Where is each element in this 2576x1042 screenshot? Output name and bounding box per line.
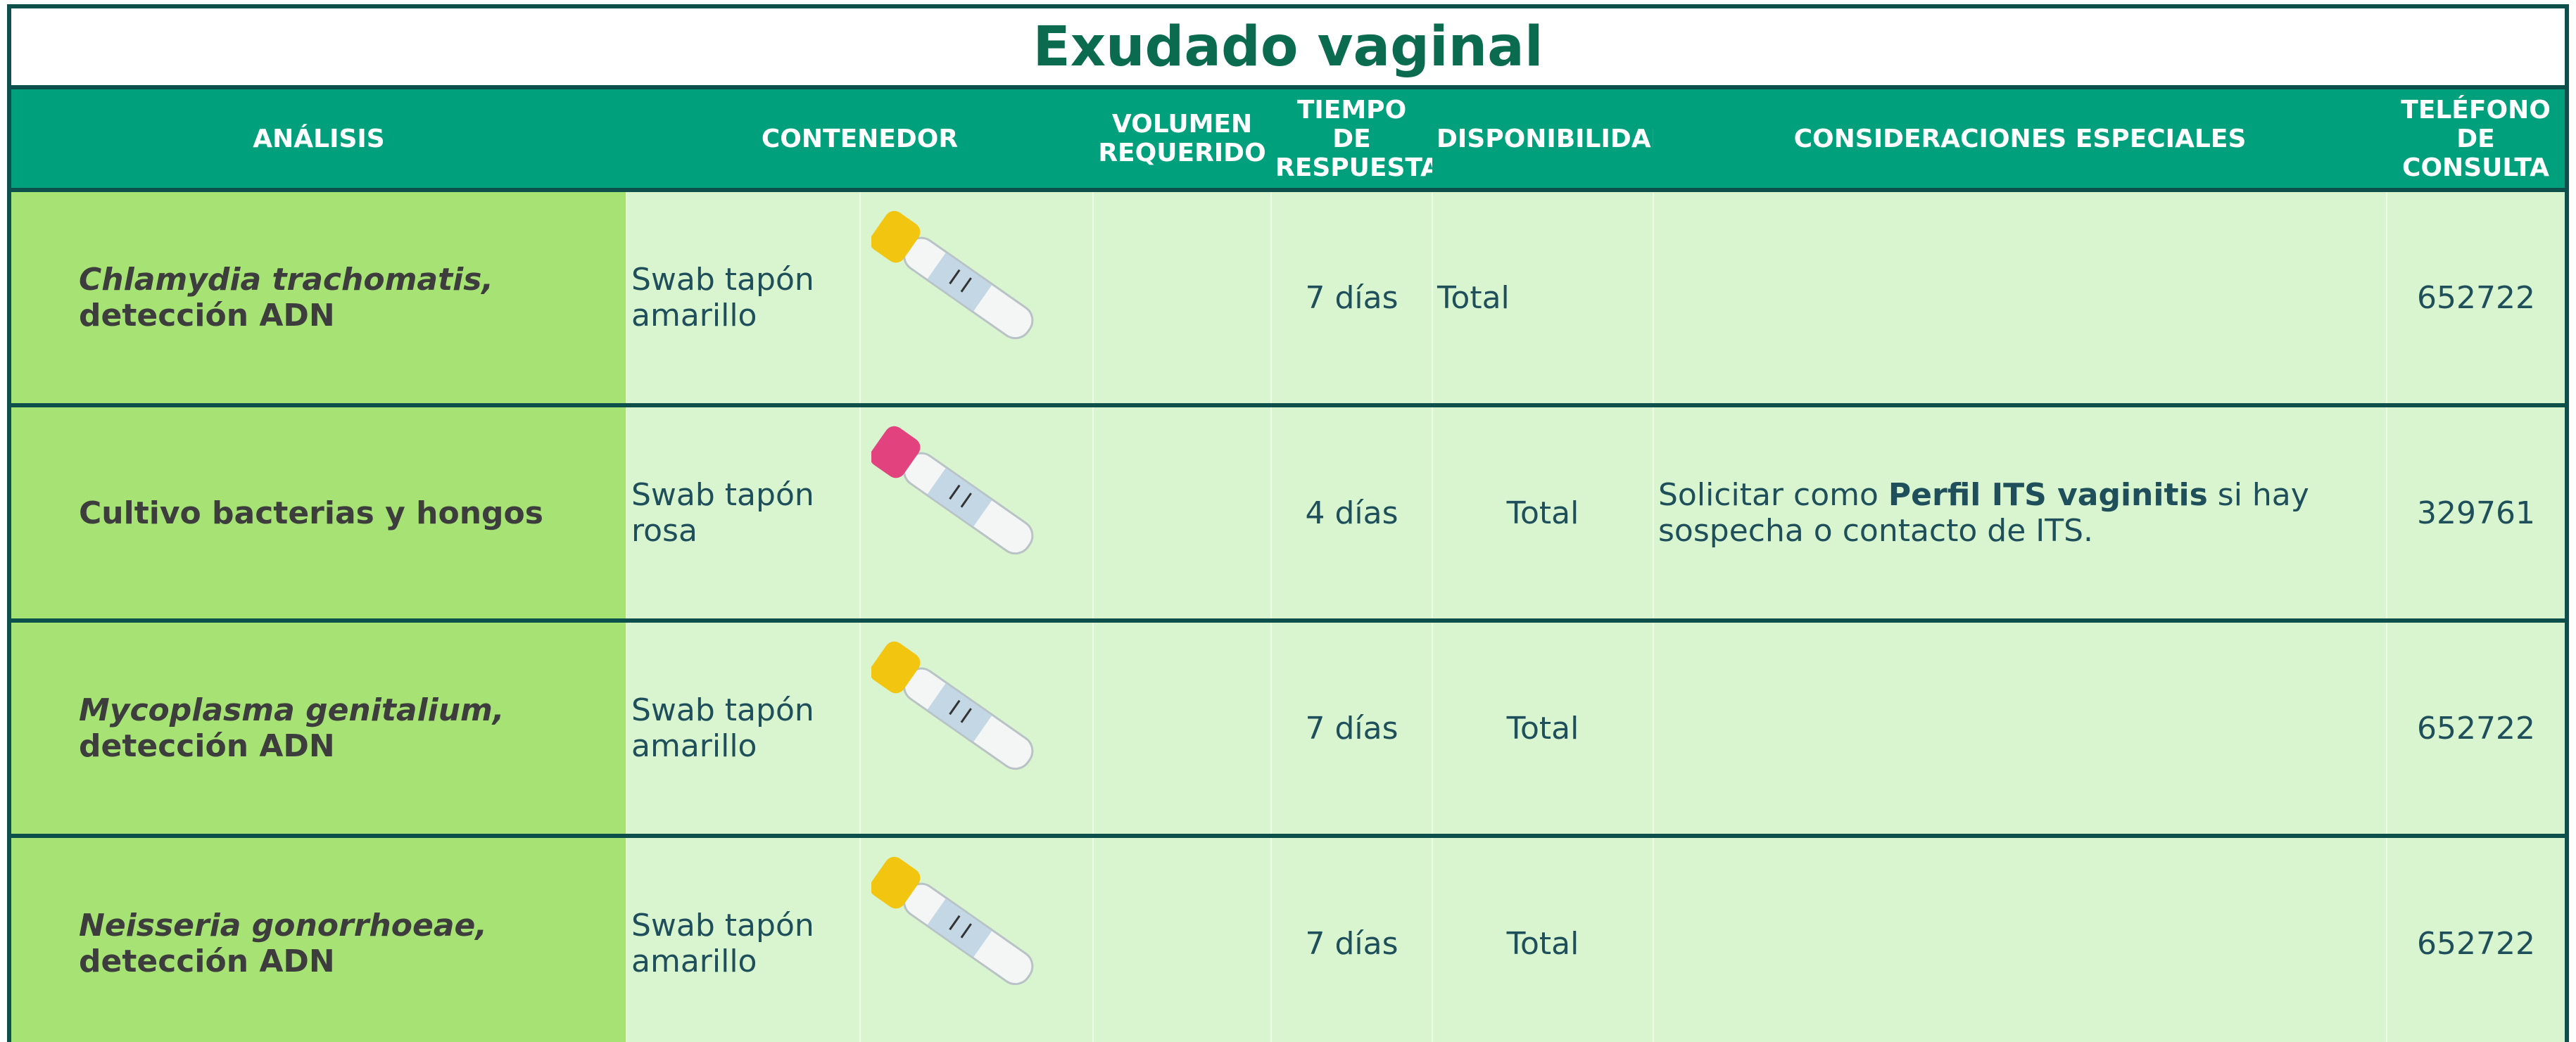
availability-cell: Total bbox=[1432, 190, 1653, 407]
table-frame: Exudado vaginal ANÁLISIS CONTENEDOR VOLU… bbox=[7, 4, 2569, 1042]
analysis-cell: Chlamydia trachomatis, detección ADN bbox=[11, 190, 626, 407]
availability-cell: Total bbox=[1432, 405, 1653, 623]
volume-cell bbox=[1092, 190, 1271, 407]
container-cell: Swab tapón amarillo bbox=[626, 836, 860, 1042]
container-image bbox=[859, 405, 1093, 623]
column-header: ANÁLISIS bbox=[11, 87, 626, 192]
table: Exudado vaginal ANÁLISIS CONTENEDOR VOLU… bbox=[11, 8, 2565, 1042]
column-header: VOLUMEN REQUERIDO bbox=[1093, 87, 1271, 192]
species: Mycoplasma genitalium, bbox=[79, 692, 505, 728]
column-header: CONTENEDOR bbox=[626, 87, 1093, 192]
column-header: CONSIDERACIONES ESPECIALES bbox=[1653, 87, 2387, 192]
phone-cell: 652722 bbox=[2386, 836, 2565, 1042]
container-image bbox=[859, 836, 1093, 1042]
phone-cell: 652722 bbox=[2386, 190, 2565, 407]
table-row: Neisseria gonorrhoeae, detección ADN Swab … bbox=[11, 836, 2565, 1042]
swab-tube bbox=[869, 641, 1033, 770]
volume-cell bbox=[1092, 836, 1271, 1042]
container-cell: Swab tapón amarillo bbox=[626, 190, 860, 407]
availability-cell: Total bbox=[1432, 621, 1653, 838]
analysis-detail: detección ADN bbox=[79, 943, 335, 979]
analysis-detail: detección ADN bbox=[79, 728, 335, 764]
phone-cell: 329761 bbox=[2386, 405, 2565, 623]
phone-cell: 652722 bbox=[2386, 621, 2565, 838]
consideration-text: Solicitar como bbox=[1658, 477, 1879, 513]
table-row: Cultivo bacterias y hongos Swab tapón ros… bbox=[11, 405, 2565, 623]
column-header: TELÉFONO DE CONSULTA bbox=[2387, 87, 2565, 192]
volume-cell bbox=[1092, 621, 1271, 838]
container-image bbox=[859, 190, 1093, 407]
volume-cell bbox=[1092, 405, 1271, 623]
consideration-text: si hay sospecha o contacto de ITS. bbox=[1658, 477, 2309, 549]
swab-tube bbox=[869, 856, 1033, 985]
analysis-cell: Neisseria gonorrhoeae, detección ADN bbox=[11, 836, 626, 1042]
time-cell: 7 días bbox=[1270, 836, 1432, 1042]
column-header: TIEMPO DE RESPUESTA bbox=[1271, 87, 1432, 192]
considerations-cell bbox=[1653, 190, 2387, 407]
column-header: DISPONIBILIDAD bbox=[1432, 87, 1653, 192]
swab-tube bbox=[869, 210, 1033, 339]
considerations-cell: Solicitar como Perfil ITS vaginitis si h… bbox=[1653, 405, 2387, 623]
analysis-cell: Cultivo bacterias y hongos bbox=[11, 405, 626, 623]
species: Neisseria gonorrhoeae, bbox=[79, 908, 488, 943]
container-cell: Swab tapón rosa bbox=[626, 405, 860, 623]
considerations-cell bbox=[1653, 621, 2387, 838]
time-cell: 4 días bbox=[1270, 405, 1432, 623]
consideration-text: Perfil ITS vaginitis bbox=[1888, 477, 2208, 513]
analysis-detail: Cultivo bacterias y hongos bbox=[79, 495, 543, 531]
container-image bbox=[859, 621, 1093, 838]
considerations-cell bbox=[1653, 836, 2387, 1042]
table-row: Mycoplasma genitalium, detección ADN Swab … bbox=[11, 621, 2565, 838]
container-cell: Swab tapón amarillo bbox=[626, 621, 860, 838]
analysis-cell: Mycoplasma genitalium, detección ADN bbox=[11, 621, 626, 838]
species: Chlamydia trachomatis, bbox=[79, 262, 494, 298]
table-row: Chlamydia trachomatis, detección ADN Swab … bbox=[11, 190, 2565, 407]
swab-tube bbox=[869, 426, 1033, 554]
time-cell: 7 días bbox=[1270, 190, 1432, 407]
title: Exudado vaginal bbox=[11, 8, 2565, 89]
analysis-detail: detección ADN bbox=[79, 298, 335, 333]
time-cell: 7 días bbox=[1270, 621, 1432, 838]
availability-cell: Total bbox=[1432, 836, 1653, 1042]
